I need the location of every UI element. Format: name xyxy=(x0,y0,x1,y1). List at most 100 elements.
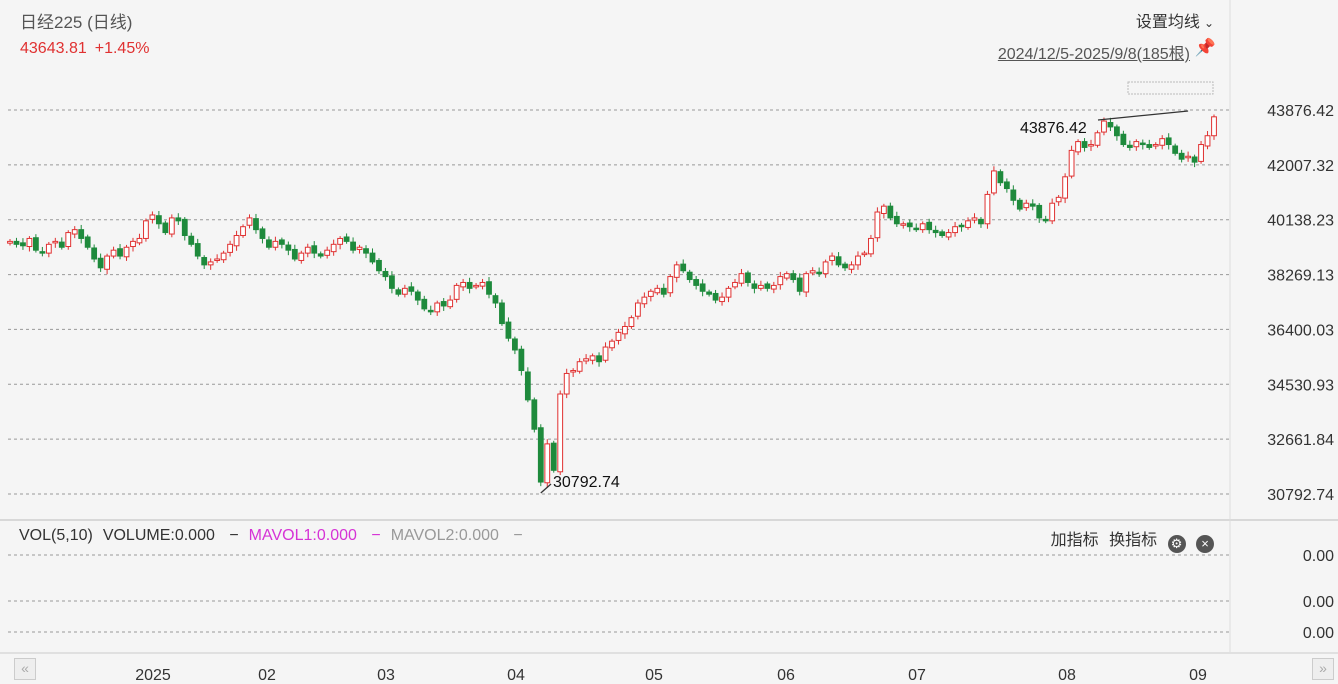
candle-body-up xyxy=(945,232,952,238)
candle-body-down xyxy=(369,252,376,263)
candle-body-down xyxy=(266,239,272,248)
candle-body-up xyxy=(1088,144,1094,147)
candlestick xyxy=(816,267,823,277)
candlestick xyxy=(311,241,318,259)
candle-body-down xyxy=(259,228,266,239)
candlestick xyxy=(738,268,745,287)
price-quote: 43643.81 +1.45% xyxy=(20,40,157,58)
y-tick-label: 36400.03 xyxy=(1267,322,1334,339)
candle-body-up xyxy=(130,240,136,248)
scroll-left-icon[interactable]: « xyxy=(14,658,36,680)
candlestick xyxy=(453,283,460,303)
candle-body-up xyxy=(667,276,674,294)
candle-body-up xyxy=(583,358,590,362)
candlestick xyxy=(201,255,208,269)
candlestick xyxy=(835,252,842,268)
candle-body-up xyxy=(1075,141,1081,153)
candle-body-down xyxy=(550,442,557,471)
scroll-right-icon[interactable]: » xyxy=(1312,658,1334,680)
candlestick xyxy=(233,230,240,251)
candle-body-down xyxy=(893,215,900,225)
candlestick xyxy=(298,250,305,264)
gear-icon[interactable]: ⚙ xyxy=(1167,535,1186,553)
candle-body-down xyxy=(440,301,447,307)
candlestick xyxy=(997,169,1004,186)
candlestick xyxy=(207,258,214,270)
candle-body-up xyxy=(123,246,130,258)
pin-icon[interactable]: 📌 xyxy=(1194,38,1216,57)
candlestick xyxy=(770,281,777,294)
candlestick xyxy=(913,223,920,232)
x-tick-label: 02 xyxy=(258,667,276,684)
candlestick xyxy=(906,219,913,232)
candle-body-up xyxy=(971,217,978,221)
candle-body-down xyxy=(1036,204,1043,219)
candle-body-down xyxy=(1081,141,1088,148)
candle-body-down xyxy=(117,248,123,257)
candlestick xyxy=(466,277,473,294)
candlestick xyxy=(848,261,855,274)
candle-body-up xyxy=(240,226,246,237)
candlestick xyxy=(570,368,577,377)
candlestick xyxy=(401,284,408,298)
candle-body-up xyxy=(1055,196,1062,203)
candlestick xyxy=(1191,154,1198,168)
candlestick xyxy=(1211,114,1217,140)
candlestick xyxy=(181,217,188,241)
candlestick xyxy=(1120,130,1127,147)
candle-body-down xyxy=(1172,145,1179,154)
indicator-legend: VOL(5,10) VOLUME:0.000 − MAVOL1:0.000 − MAV… xyxy=(19,527,533,545)
candlestick xyxy=(842,261,848,272)
candle-body-down xyxy=(155,215,162,225)
candlestick xyxy=(1055,195,1062,206)
add-indicator-button[interactable]: 加指标 xyxy=(1050,532,1099,549)
candlestick xyxy=(1204,131,1211,150)
candlestick xyxy=(783,271,790,281)
candlestick xyxy=(395,287,402,297)
candlestick xyxy=(188,232,195,247)
candlestick xyxy=(473,283,479,290)
candle-body-up xyxy=(1152,144,1159,147)
candle-body-up xyxy=(460,281,467,288)
candlestick xyxy=(1146,139,1153,150)
candle-body-down xyxy=(395,289,402,295)
switch-indicator-button[interactable]: 换指标 xyxy=(1109,532,1158,549)
candlestick xyxy=(45,241,52,258)
candlestick xyxy=(330,239,337,256)
candlestick xyxy=(117,244,123,260)
candle-body-up xyxy=(952,226,958,234)
candlestick xyxy=(220,250,227,263)
candle-body-up xyxy=(1068,149,1075,177)
candlestick xyxy=(725,285,732,303)
candlestick xyxy=(285,241,292,256)
close-icon[interactable]: × xyxy=(1196,535,1214,553)
candlestick xyxy=(52,237,59,248)
candlestick xyxy=(634,299,641,320)
date-range-selector[interactable]: 2024/12/5-2025/9/8(185根) xyxy=(997,46,1190,63)
candlestick xyxy=(1107,117,1114,132)
candlestick xyxy=(317,251,324,259)
candle-body-down xyxy=(278,239,285,245)
candlestick xyxy=(343,233,350,244)
candle-body-up xyxy=(919,223,926,231)
candlestick xyxy=(1029,199,1036,211)
candle-body-up xyxy=(725,287,732,298)
candlestick xyxy=(829,252,835,266)
candle-body-up xyxy=(822,261,829,275)
candle-body-up xyxy=(71,229,78,235)
ma-setting-button[interactable]: 设置均线 ⌄ xyxy=(1136,8,1214,32)
candle-body-down xyxy=(1178,152,1185,160)
candlestick xyxy=(65,230,72,250)
candlestick xyxy=(136,233,143,246)
candle-body-down xyxy=(512,338,518,351)
candle-body-down xyxy=(531,399,538,430)
candle-body-up xyxy=(473,284,479,288)
candle-body-down xyxy=(343,236,350,242)
candlestick xyxy=(291,244,298,262)
candle-body-down xyxy=(939,231,946,237)
candlestick xyxy=(550,440,557,473)
candle-body-up xyxy=(984,193,991,225)
candlestick xyxy=(757,280,764,291)
candlestick xyxy=(58,237,65,250)
